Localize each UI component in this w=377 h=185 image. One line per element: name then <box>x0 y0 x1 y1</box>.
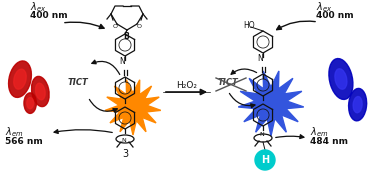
Text: N: N <box>257 54 263 63</box>
Text: 3: 3 <box>122 149 128 159</box>
Text: O: O <box>136 23 141 28</box>
Ellipse shape <box>335 69 347 89</box>
Ellipse shape <box>14 69 26 89</box>
Text: N: N <box>260 132 264 137</box>
Ellipse shape <box>24 93 37 113</box>
Text: H: H <box>261 155 269 165</box>
Ellipse shape <box>27 97 34 109</box>
Text: H₂O₂: H₂O₂ <box>176 81 197 90</box>
Text: $\lambda_{em}$: $\lambda_{em}$ <box>5 125 23 139</box>
Text: 400 nm: 400 nm <box>30 11 67 20</box>
Ellipse shape <box>35 83 45 100</box>
Text: $\lambda_{ex}$: $\lambda_{ex}$ <box>316 0 333 14</box>
Ellipse shape <box>32 76 49 107</box>
Text: B: B <box>123 32 129 41</box>
Text: $\lambda_{em}$: $\lambda_{em}$ <box>310 125 328 139</box>
Text: N: N <box>122 139 126 144</box>
Text: TICT: TICT <box>218 78 239 87</box>
Text: O: O <box>112 23 118 28</box>
Text: TICT: TICT <box>68 78 89 87</box>
Ellipse shape <box>329 58 353 100</box>
Text: $\lambda_{ex}$: $\lambda_{ex}$ <box>30 0 46 14</box>
Text: 400 nm: 400 nm <box>316 11 354 20</box>
Polygon shape <box>105 80 161 135</box>
Text: 566 nm: 566 nm <box>5 137 43 146</box>
Text: 484 nm: 484 nm <box>310 137 348 146</box>
Circle shape <box>255 150 275 170</box>
Ellipse shape <box>349 88 367 121</box>
Ellipse shape <box>9 61 31 97</box>
Ellipse shape <box>353 97 362 113</box>
Text: N: N <box>119 57 125 66</box>
Text: HO: HO <box>243 21 255 30</box>
Polygon shape <box>238 71 304 136</box>
